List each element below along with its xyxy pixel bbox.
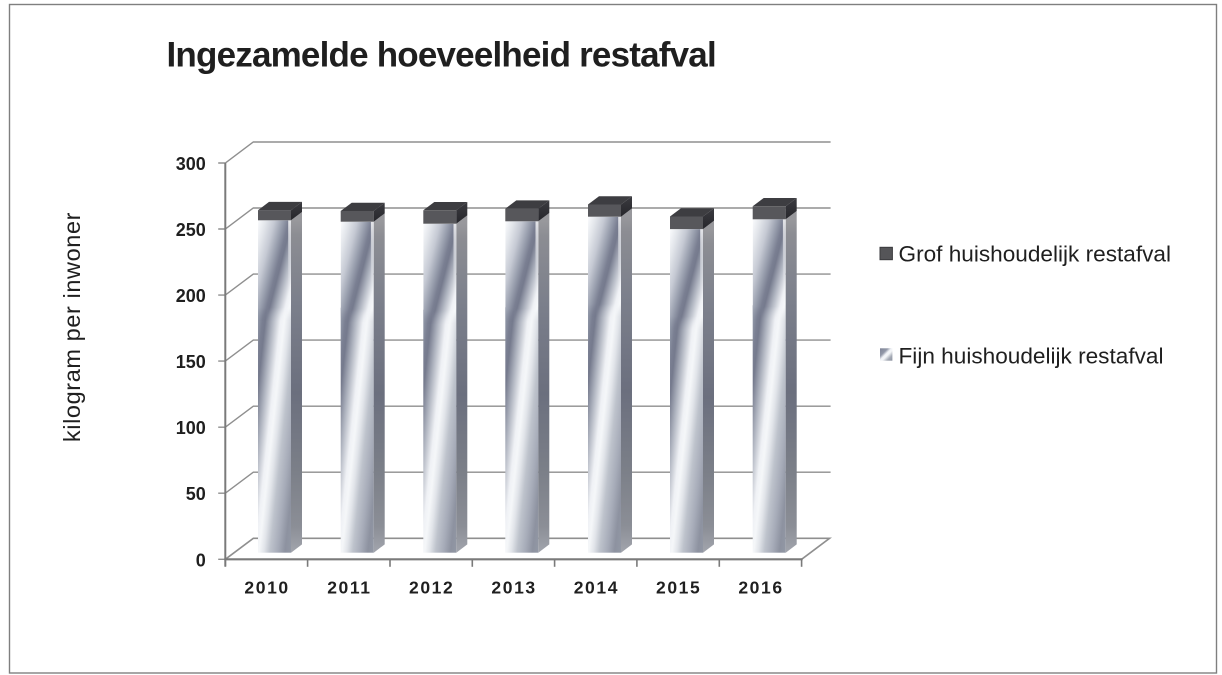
svg-text:200: 200 — [176, 286, 206, 306]
svg-text:2016: 2016 — [738, 578, 783, 598]
svg-text:Fijn huishoudelijk restafval: Fijn huishoudelijk restafval — [899, 344, 1164, 369]
svg-text:150: 150 — [176, 352, 206, 372]
svg-text:Grof huishoudelijk restafval: Grof huishoudelijk restafval — [899, 242, 1172, 267]
svg-text:2013: 2013 — [491, 578, 536, 598]
svg-text:2015: 2015 — [656, 578, 701, 598]
svg-text:0: 0 — [196, 550, 206, 570]
svg-text:300: 300 — [176, 154, 206, 174]
svg-text:2010: 2010 — [244, 578, 289, 598]
svg-text:kilogram per inwoner: kilogram per inwoner — [59, 212, 85, 442]
svg-text:2012: 2012 — [409, 578, 454, 598]
svg-text:2011: 2011 — [327, 578, 371, 598]
svg-text:100: 100 — [176, 418, 206, 438]
svg-text:250: 250 — [176, 220, 206, 240]
svg-text:2014: 2014 — [574, 578, 619, 598]
svg-text:Ingezamelde hoeveelheid restaf: Ingezamelde hoeveelheid restafval — [167, 36, 716, 75]
svg-text:50: 50 — [186, 484, 206, 504]
